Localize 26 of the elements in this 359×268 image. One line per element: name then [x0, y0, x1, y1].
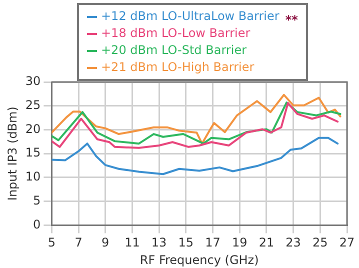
- x-tick-label: 15: [178, 236, 194, 250]
- y-axis-title: Input IP3 (dBm): [5, 106, 20, 201]
- x-tick-label: 21: [258, 236, 274, 250]
- x-tick-label: 17: [205, 236, 220, 250]
- legend-label: +21 dBm LO-High Barrier: [101, 59, 254, 76]
- x-tick-label: 13: [151, 236, 167, 250]
- text: **: [285, 12, 298, 29]
- x-tick-label: 19: [232, 236, 248, 250]
- legend-label: +20 dBm LO-Std Barrier: [101, 42, 247, 59]
- x-axis-title: RF Frequency (GHz): [140, 252, 259, 267]
- y-tick-label: 30: [25, 74, 41, 88]
- legend-label: +18 dBm LO-Low Barrier: [101, 25, 250, 42]
- legend-label: +12 dBm LO-UltraLow Barrier: [101, 8, 280, 25]
- y-tick-label: 0: [33, 217, 41, 232]
- y-tick-label: 25: [25, 98, 41, 112]
- x-tick-label: 9: [102, 236, 110, 250]
- x-tick-label: 23: [286, 236, 301, 250]
- x-tick-label: 11: [124, 236, 140, 250]
- x-tick-label: 7: [74, 236, 82, 250]
- x-tick-label: 5: [48, 236, 56, 250]
- y-tick-label: 15: [25, 146, 41, 160]
- y-tick-label: 20: [25, 122, 41, 136]
- x-tick-label: 25: [312, 236, 328, 250]
- y-tick-label: 10: [25, 170, 41, 184]
- y-tick-label: 5: [33, 193, 41, 208]
- x-tick-label: 27: [339, 236, 355, 250]
